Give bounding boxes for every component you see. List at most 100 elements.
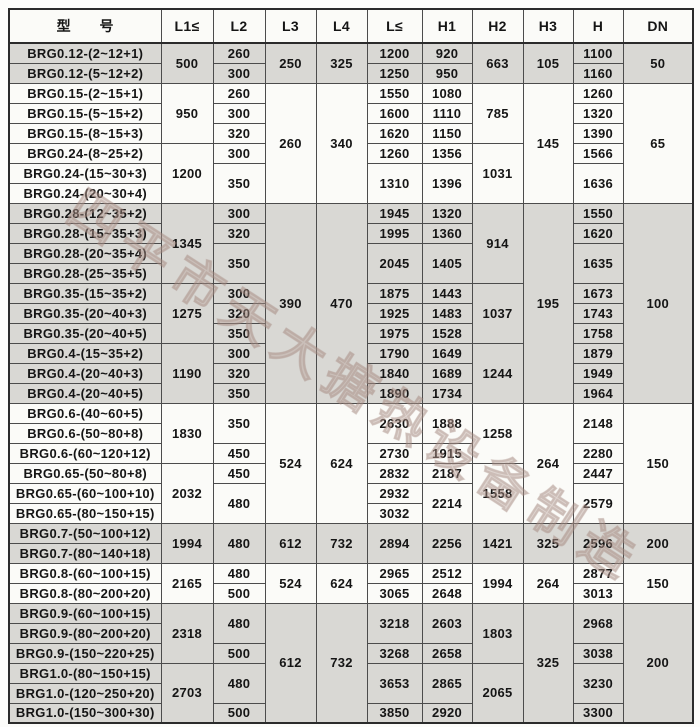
cell-l2: 350 (212, 402, 266, 444)
table-row: BRG0.8-(80~200+20) 500 3065 2648 3013 (8, 582, 693, 604)
cell-l: 3850 (366, 702, 423, 724)
table-row: BRG0.65-(50~80+8) 2032 450 2832 2187 1558 2447 (8, 462, 693, 524)
model-cell: BRG0.8-(60~100+15) (8, 562, 162, 584)
cell-l: 1310 (366, 162, 423, 204)
cell-l2: 450 (212, 442, 266, 464)
col-header-h1: H1 (421, 8, 473, 44)
cell-dn: 50 (622, 42, 694, 84)
model-cell: BRG0.4-(20~40+5) (8, 382, 162, 404)
cell-l: 2730 (366, 442, 423, 464)
cell-l4: 340 (315, 82, 368, 204)
cell-h: 2877 (572, 562, 624, 584)
table-body: BRG0.12-(2~12+1) 500 260 250 325 1200 920 663 10… (8, 42, 694, 724)
cell-h1: 2187 (421, 462, 473, 484)
cell-l1: 2165 (160, 562, 214, 604)
cell-h1: 1483 (421, 302, 473, 324)
cell-l2: 260 (212, 42, 266, 64)
table-row: BRG0.7-(80~140+18) (8, 542, 693, 564)
cell-l4: 325 (315, 42, 368, 84)
table-row: BRG0.7-(50~100+12) 1994 480 612 732 2894 2256 1… (8, 522, 694, 564)
cell-l: 1620 (366, 122, 423, 144)
cell-l2: 260 (212, 82, 266, 104)
cell-l2: 300 (212, 62, 266, 84)
table-row: BRG0.24-(20~30+4) (8, 182, 693, 204)
cell-l2: 480 (212, 562, 266, 584)
cell-l3: 260 (264, 82, 317, 204)
cell-h2: 1803 (471, 602, 524, 664)
cell-h1: 1528 (421, 322, 473, 344)
table-row: BRG1.0-(150~300+30) 500 3850 2920 3300 (8, 702, 693, 724)
cell-h1: 2256 (421, 522, 473, 564)
table-row: BRG0.35-(20~40+3) 320 1925 1483 1743 (8, 302, 693, 324)
cell-h: 2148 (572, 402, 624, 444)
cell-h1: 950 (421, 62, 473, 84)
cell-l3: 612 (264, 602, 317, 724)
spec-table: 型 号 L1≤ L2 L3 L4 L≤ H1 H2 H3 H DN BRG0.12-(2~12+1)… (8, 8, 694, 724)
cell-h: 1566 (572, 142, 624, 164)
cell-dn: 150 (622, 562, 694, 604)
cell-l1: 1200 (160, 142, 214, 204)
cell-dn: 150 (622, 402, 694, 524)
cell-l: 3218 (366, 602, 423, 644)
model-cell: BRG0.15-(2~15+1) (8, 82, 162, 104)
cell-h: 1620 (572, 222, 624, 244)
model-cell: BRG0.24-(8~25+2) (8, 142, 162, 164)
cell-l2: 320 (212, 302, 266, 324)
cell-l: 1945 (366, 202, 423, 224)
table-row: BRG0.24-(15~30+3) 350 1310 1396 1636 (8, 162, 693, 204)
cell-l3: 390 (264, 202, 317, 404)
cell-l2: 300 (212, 282, 266, 304)
cell-h: 1635 (572, 242, 624, 284)
model-cell: BRG1.0-(120~250+20) (8, 682, 162, 704)
cell-l: 1790 (366, 342, 423, 364)
cell-l1: 2032 (160, 462, 214, 524)
cell-l4: 624 (315, 402, 368, 524)
cell-h2: 1558 (471, 462, 524, 524)
cell-h1: 1150 (421, 122, 473, 144)
cell-h2: 785 (471, 82, 524, 144)
cell-h3: 264 (522, 402, 574, 524)
model-cell: BRG0.24-(15~30+3) (8, 162, 162, 184)
cell-l: 1840 (366, 362, 423, 384)
cell-h1: 1443 (421, 282, 473, 304)
model-cell: BRG0.9-(60~100+15) (8, 602, 162, 624)
cell-h3: 145 (522, 82, 574, 204)
cell-l: 1875 (366, 282, 423, 304)
cell-l1: 950 (160, 82, 214, 144)
table-row: BRG0.28-(12~35+2) 1345 300 390 470 1945 1320 91… (8, 202, 694, 404)
cell-h: 2447 (572, 462, 624, 484)
cell-h1: 1396 (421, 162, 473, 204)
cell-l2: 320 (212, 122, 266, 144)
model-cell: BRG0.7-(80~140+18) (8, 542, 162, 564)
cell-h: 2968 (572, 602, 624, 644)
cell-h1: 1689 (421, 362, 473, 384)
model-cell: BRG0.28-(25~35+5) (8, 262, 162, 284)
model-cell: BRG0.6-(60~120+12) (8, 442, 162, 464)
cell-l3: 250 (264, 42, 317, 84)
cell-h: 1260 (572, 82, 624, 104)
cell-h1: 1734 (421, 382, 473, 404)
cell-l2: 450 (212, 462, 266, 484)
cell-h: 1160 (572, 62, 624, 84)
cell-h: 1879 (572, 342, 624, 364)
cell-l1: 1830 (160, 402, 214, 464)
table-row: BRG0.6-(50~80+8) (8, 422, 693, 444)
cell-l2: 500 (212, 702, 266, 724)
cell-h1: 2648 (421, 582, 473, 604)
cell-h1: 2603 (421, 602, 473, 644)
table-row: BRG1.0-(80~150+15) 2703 480 3653 2865 2065 323… (8, 662, 693, 724)
cell-l2: 320 (212, 222, 266, 244)
cell-h1: 1320 (421, 202, 473, 224)
model-cell: BRG0.28-(12~35+2) (8, 202, 162, 224)
model-cell: BRG0.4-(15~35+2) (8, 342, 162, 364)
cell-h: 3013 (572, 582, 624, 604)
cell-l2: 350 (212, 382, 266, 404)
cell-l4: 470 (315, 202, 368, 404)
cell-h: 1758 (572, 322, 624, 344)
cell-l: 1975 (366, 322, 423, 344)
cell-l3: 524 (264, 402, 317, 524)
cell-l1: 1190 (160, 342, 214, 404)
cell-h1: 1080 (421, 82, 473, 104)
model-cell: BRG0.8-(80~200+20) (8, 582, 162, 604)
